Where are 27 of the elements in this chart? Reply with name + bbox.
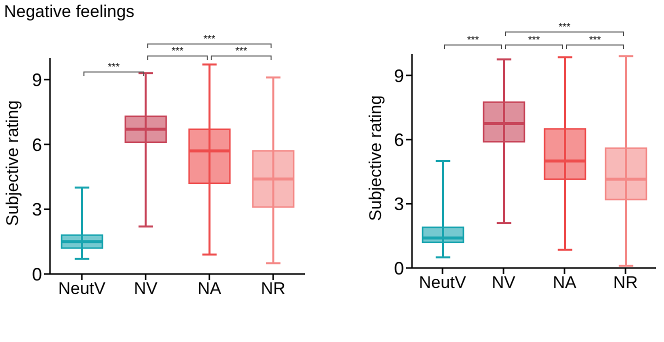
x-tick-label: NV [492,273,516,292]
x-tick-label: NR [260,279,286,298]
y-tick-label: 6 [394,130,404,150]
x-tick-label: NeutV [58,279,106,298]
text: *** [589,35,601,46]
x-tick-label: NA [198,279,222,298]
y-tick-label: 6 [32,134,42,155]
annotation: *** [108,62,120,73]
x-tick-label: NR [613,273,638,292]
y-tick-label: 3 [394,194,404,214]
y-axis-title: Subjective rating [3,100,22,226]
y-tick-label: 9 [394,66,404,86]
y-tick-label: 0 [32,264,42,284]
x-tick-label: NV [134,279,158,298]
text: *** [558,22,570,33]
y-axis-title: Subjective rating [366,95,386,221]
text: *** [467,35,479,46]
chart-title: Negative feelings [4,2,134,22]
text: *** [172,46,184,57]
text: *** [528,35,540,46]
text: *** [204,34,216,45]
y-tick-label: 9 [32,70,42,90]
x-tick-label: NA [552,273,577,292]
x-tick-label: NeutV [418,273,467,292]
y-tick-label: 0 [394,258,404,278]
y-tick-label: 3 [32,200,42,220]
text: *** [235,46,248,57]
